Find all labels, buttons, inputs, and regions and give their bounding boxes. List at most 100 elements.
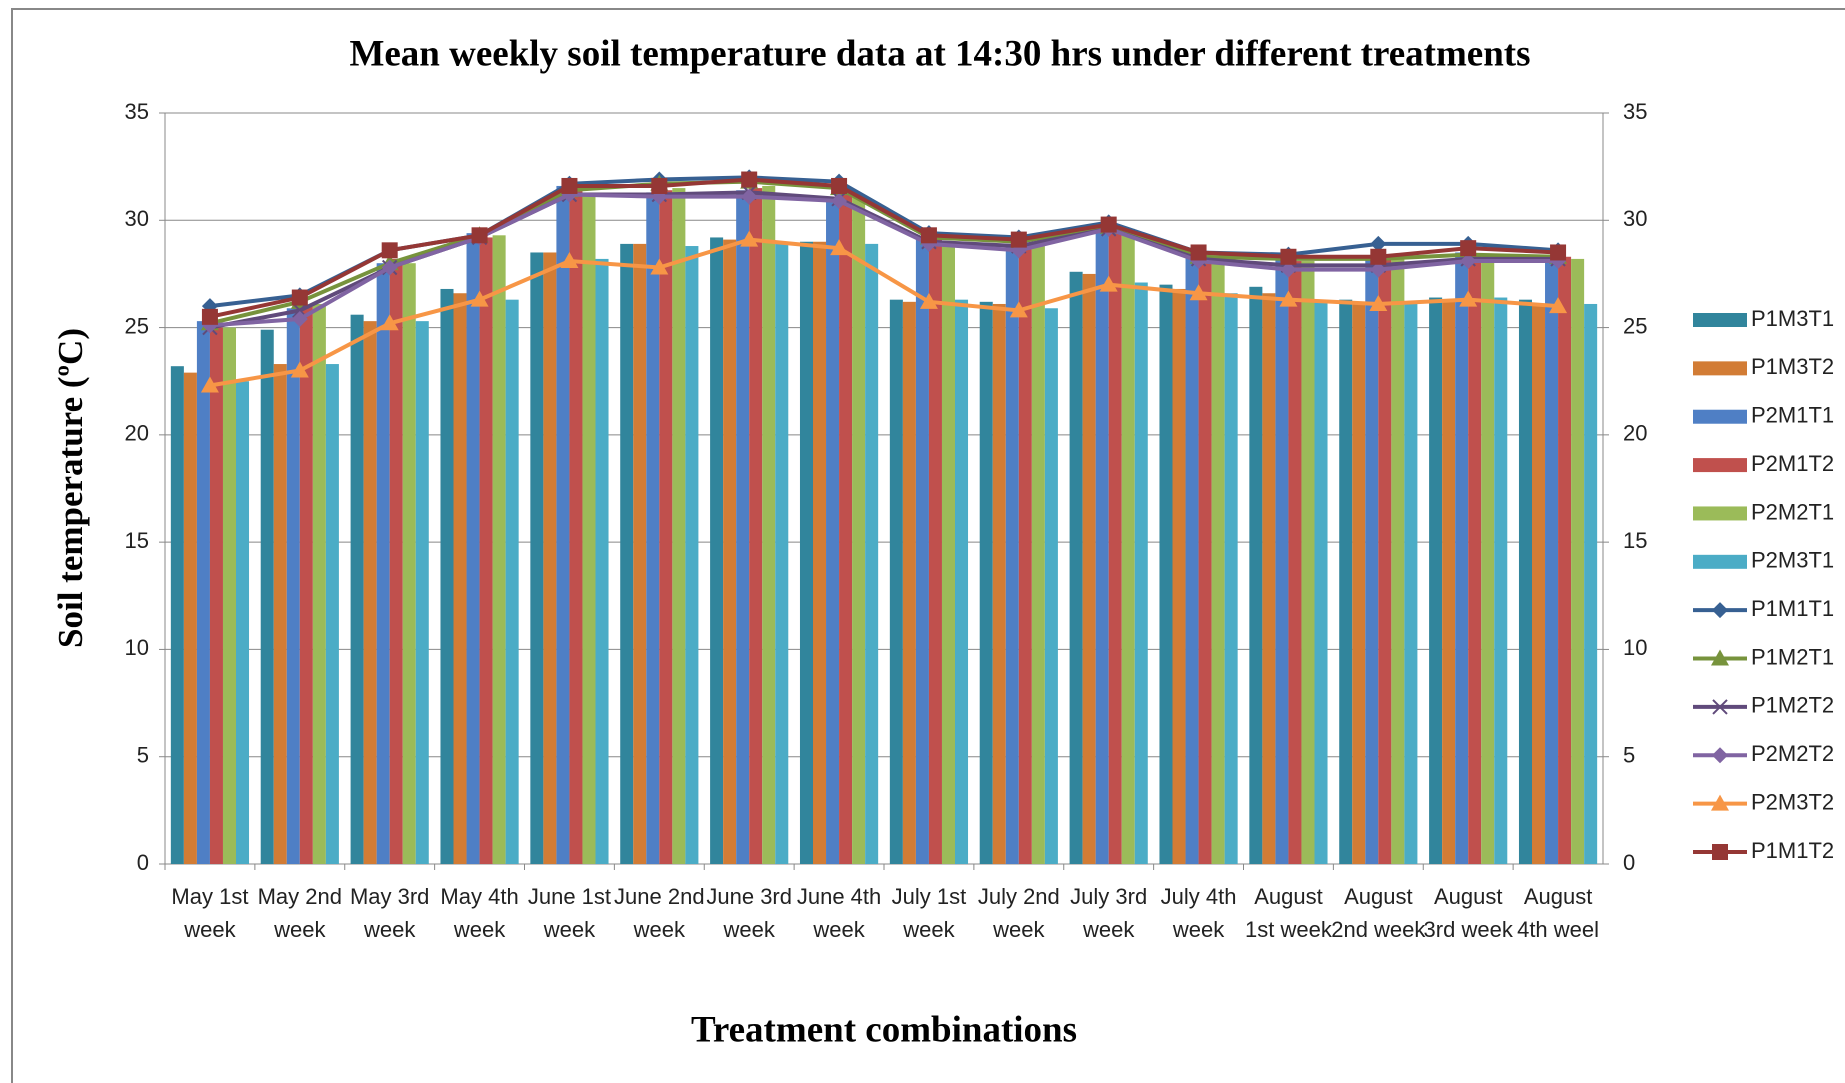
- line-marker: [1370, 261, 1387, 278]
- line-marker: [1460, 240, 1477, 257]
- bar: [1044, 308, 1058, 864]
- line-marker: [1460, 253, 1477, 270]
- bar: [992, 303, 1006, 864]
- line-marker: [201, 308, 218, 325]
- line-marker: [1100, 216, 1117, 233]
- bar: [299, 306, 313, 865]
- bar: [1121, 228, 1135, 864]
- legend-swatch: [1693, 554, 1747, 569]
- legend-swatch: [1693, 313, 1747, 327]
- bar: [685, 246, 699, 864]
- y2-tick-label: 15: [1623, 528, 1647, 553]
- bar: [1198, 256, 1212, 865]
- legend-swatch: [1693, 506, 1747, 521]
- y-tick-label: 5: [137, 743, 149, 768]
- bar: [389, 258, 403, 864]
- bar: [1442, 299, 1456, 865]
- line-marker: [1099, 275, 1118, 292]
- line-marker: [381, 259, 398, 276]
- x-tick-label: August 4th weel: [1517, 884, 1600, 942]
- line-marker: [1550, 244, 1567, 261]
- bar: [1082, 273, 1096, 864]
- line-marker: [291, 289, 308, 306]
- x-tick-label: July 4th week: [1160, 884, 1237, 942]
- bar: [466, 233, 480, 864]
- bar: [1391, 258, 1405, 864]
- x-tick-label: June 1st week: [527, 884, 612, 942]
- bar: [1352, 303, 1366, 864]
- line-marker: [650, 258, 669, 275]
- x-tick-label: May 3rd week: [349, 884, 430, 942]
- x-tick-label: July 1st week: [891, 884, 967, 942]
- line-marker: [1009, 301, 1028, 318]
- legend-marker: [1711, 649, 1729, 666]
- bar: [775, 241, 789, 864]
- x-tick-label: May 2nd week: [257, 884, 342, 942]
- bar: [196, 321, 210, 864]
- line-marker: [1190, 244, 1207, 261]
- bar: [183, 372, 197, 864]
- bar: [556, 185, 570, 864]
- y2-tick-label: 10: [1623, 635, 1647, 660]
- line: [209, 237, 1559, 388]
- line-marker: [471, 227, 488, 244]
- line-marker: [290, 361, 309, 378]
- line-marker: [561, 177, 578, 194]
- legend-swatch: [1693, 458, 1747, 473]
- bar: [453, 293, 467, 864]
- x-tick-label: July 2nd week: [977, 884, 1060, 942]
- line-marker: [1010, 231, 1027, 248]
- bar: [979, 301, 993, 864]
- bar: [1159, 284, 1173, 865]
- x-tick-label: August 1st week: [1245, 884, 1332, 942]
- bar: [633, 243, 647, 865]
- y-tick-label: 0: [137, 850, 149, 875]
- bar: [273, 364, 287, 864]
- line-marker: [1549, 297, 1568, 314]
- bar: [1224, 293, 1238, 864]
- bar: [376, 263, 390, 864]
- bar: [1108, 226, 1122, 865]
- bar: [1031, 246, 1045, 864]
- legend-marker: [1712, 747, 1728, 764]
- line-marker: [1189, 284, 1208, 301]
- legend-swatch: [1693, 361, 1747, 376]
- bar: [1211, 256, 1225, 865]
- bar: [620, 243, 634, 865]
- bar: [222, 327, 237, 865]
- line-marker: [1370, 248, 1387, 265]
- bar: [1339, 299, 1353, 865]
- bar: [1558, 256, 1572, 865]
- line-marker: [741, 171, 758, 188]
- bar: [1301, 261, 1315, 864]
- line-marker: [1369, 294, 1388, 311]
- chart-title: Mean weekly soil temperature data at 14:…: [349, 33, 1530, 74]
- bar: [1481, 256, 1495, 865]
- line-marker: [741, 188, 758, 205]
- y-tick-label: 30: [125, 206, 149, 231]
- line-marker: [1459, 290, 1478, 307]
- bar: [1185, 254, 1199, 865]
- y-axis-title: Soil temperature (ºC): [51, 328, 90, 648]
- bar: [1314, 299, 1328, 865]
- bar: [1545, 258, 1559, 864]
- bar: [479, 237, 493, 865]
- legend-label: P2M1T1: [1751, 403, 1834, 428]
- bar: [749, 188, 763, 865]
- line-marker: [560, 252, 579, 269]
- y-tick-label: 10: [125, 635, 149, 660]
- bar: [941, 241, 956, 864]
- bar: [350, 314, 364, 864]
- line-marker: [831, 177, 848, 194]
- line-marker: [920, 227, 937, 244]
- line-marker: [830, 239, 849, 256]
- line-marker: [291, 310, 308, 327]
- bar: [646, 192, 660, 865]
- line-marker: [200, 376, 219, 393]
- bar: [569, 190, 583, 864]
- legend-marker: [1711, 794, 1729, 811]
- bar: [440, 288, 454, 864]
- bar: [1468, 254, 1482, 865]
- bar: [582, 194, 596, 865]
